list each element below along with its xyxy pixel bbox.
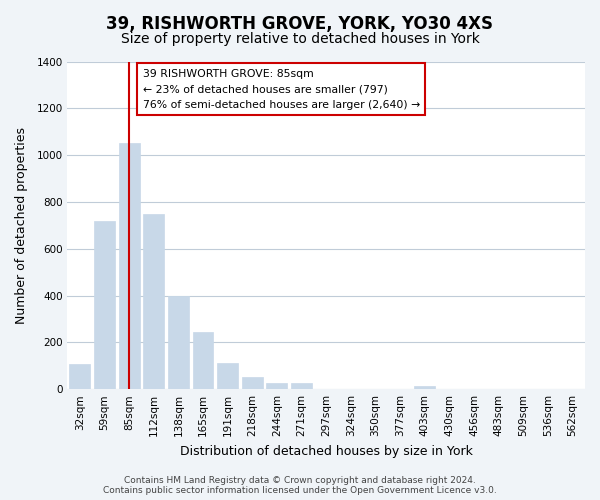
Bar [143, 214, 164, 389]
Bar [242, 378, 263, 389]
Text: Contains HM Land Registry data © Crown copyright and database right 2024.
Contai: Contains HM Land Registry data © Crown c… [103, 476, 497, 495]
Bar [168, 296, 189, 389]
Text: 39, RISHWORTH GROVE, YORK, YO30 4XS: 39, RISHWORTH GROVE, YORK, YO30 4XS [107, 15, 493, 33]
Bar [266, 382, 287, 389]
Bar [119, 144, 140, 389]
Text: 39 RISHWORTH GROVE: 85sqm
← 23% of detached houses are smaller (797)
76% of semi: 39 RISHWORTH GROVE: 85sqm ← 23% of detac… [143, 68, 420, 110]
Bar [415, 386, 435, 389]
Bar [94, 220, 115, 389]
Y-axis label: Number of detached properties: Number of detached properties [15, 127, 28, 324]
Bar [217, 364, 238, 389]
Bar [69, 364, 90, 389]
Bar [291, 384, 312, 389]
Text: Size of property relative to detached houses in York: Size of property relative to detached ho… [121, 32, 479, 46]
X-axis label: Distribution of detached houses by size in York: Distribution of detached houses by size … [180, 444, 473, 458]
Bar [193, 332, 214, 389]
